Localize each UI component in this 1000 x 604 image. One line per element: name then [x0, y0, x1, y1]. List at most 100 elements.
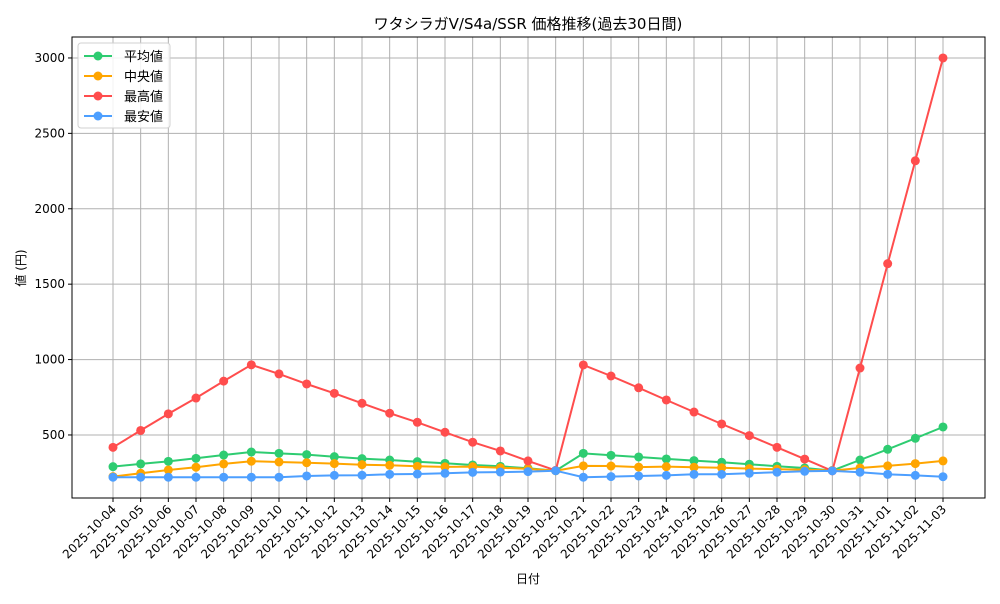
chart-title: ワタシラガV/S4a/SSR 価格推移(過去30日間) [374, 15, 683, 33]
data-point-marker [883, 461, 893, 471]
data-point-marker [357, 398, 367, 408]
y-tick-label: 500 [42, 428, 65, 442]
data-point-marker [385, 408, 395, 418]
data-point-marker [938, 456, 948, 466]
data-point-marker [302, 471, 312, 481]
data-point-marker [191, 453, 201, 463]
legend-label: 中央値 [124, 69, 163, 85]
data-point-marker [910, 156, 920, 166]
data-point-marker [938, 472, 948, 482]
data-point-marker [329, 452, 339, 462]
y-axis: 500 1000 1500 2000 2500 3000 [34, 51, 72, 442]
data-point-marker [606, 461, 616, 471]
data-point-marker [246, 360, 256, 370]
data-point-marker [329, 388, 339, 398]
data-point-marker [440, 427, 450, 437]
data-point-marker [578, 448, 588, 458]
data-point-marker [910, 470, 920, 480]
data-point-marker [163, 472, 173, 482]
data-point-marker [772, 442, 782, 452]
data-point-marker [468, 437, 478, 447]
data-point-marker [191, 472, 201, 482]
data-point-marker [357, 460, 367, 470]
y-tick-label: 1000 [34, 353, 65, 367]
legend-marker-icon [93, 51, 103, 61]
legend-item-average: 平均値 [84, 49, 163, 65]
data-point-marker [855, 363, 865, 373]
data-point-marker [578, 472, 588, 482]
data-point-marker [357, 470, 367, 480]
data-point-marker [274, 448, 284, 458]
data-point-marker [578, 461, 588, 471]
data-point-marker [689, 469, 699, 479]
legend-label: 最安値 [124, 109, 163, 125]
data-point-marker [661, 462, 671, 472]
data-point-marker [440, 468, 450, 478]
data-point-marker [689, 456, 699, 466]
data-point-marker [883, 444, 893, 454]
data-point-marker [219, 376, 229, 386]
data-point-marker [412, 417, 422, 427]
series-layer [108, 53, 948, 482]
data-point-marker [108, 472, 118, 482]
data-point-marker [689, 407, 699, 417]
legend-item-max: 最高値 [84, 89, 163, 105]
data-point-marker [606, 371, 616, 381]
data-point-marker [744, 431, 754, 441]
data-point-marker [163, 456, 173, 466]
data-point-marker [108, 442, 118, 452]
data-point-marker [191, 393, 201, 403]
data-point-marker [661, 395, 671, 405]
data-point-marker [136, 425, 146, 435]
data-point-marker [108, 462, 118, 472]
data-point-marker [717, 419, 727, 429]
data-point-marker [800, 454, 810, 464]
data-point-marker [938, 53, 948, 63]
data-point-marker [329, 470, 339, 480]
data-point-marker [412, 469, 422, 479]
data-point-marker [385, 460, 395, 470]
data-point-marker [219, 450, 229, 460]
data-point-marker [551, 466, 561, 476]
data-point-marker [191, 462, 201, 472]
data-point-marker [661, 470, 671, 480]
legend-box [77, 42, 171, 129]
data-point-marker [219, 459, 229, 469]
data-point-marker [910, 459, 920, 469]
legend-marker-icon [93, 91, 103, 101]
data-point-marker [136, 472, 146, 482]
data-point-marker [219, 472, 229, 482]
data-point-marker [855, 455, 865, 465]
data-point-marker [495, 446, 505, 456]
legend: 平均値 中央値 最高値 最安値 [77, 42, 171, 129]
data-point-marker [136, 459, 146, 469]
data-point-marker [606, 450, 616, 460]
data-point-marker [302, 450, 312, 460]
series-最高値 [108, 53, 948, 476]
data-point-marker [274, 472, 284, 482]
y-tick-label: 1500 [34, 277, 65, 291]
data-point-marker [385, 469, 395, 479]
data-point-marker [468, 467, 478, 477]
legend-item-min: 最安値 [84, 109, 163, 125]
data-point-marker [717, 469, 727, 479]
data-point-marker [634, 452, 644, 462]
series-最安値 [108, 466, 948, 482]
y-tick-label: 2500 [34, 126, 65, 140]
data-point-marker [246, 456, 256, 466]
y-axis-label: 値 (円) [13, 249, 28, 286]
data-point-marker [578, 360, 588, 370]
data-point-marker [302, 458, 312, 468]
data-point-marker [274, 369, 284, 379]
y-tick-label: 2000 [34, 202, 65, 216]
data-point-marker [661, 454, 671, 464]
data-point-marker [329, 459, 339, 469]
data-point-marker [910, 433, 920, 443]
data-point-marker [606, 472, 616, 482]
data-point-marker [938, 422, 948, 432]
data-point-marker [523, 467, 533, 477]
data-point-marker [246, 472, 256, 482]
data-point-marker [163, 465, 173, 475]
data-point-marker [163, 409, 173, 419]
